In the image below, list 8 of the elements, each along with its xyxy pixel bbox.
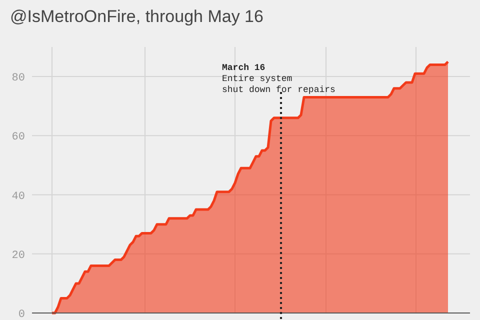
y-tick-label: 40 xyxy=(12,190,25,203)
annotation: Entire system shut down for repairs xyxy=(222,74,336,95)
annotation: March 16 xyxy=(222,63,266,73)
y-tick-label: 80 xyxy=(12,72,25,85)
y-tick-label: 60 xyxy=(12,132,25,144)
y-tick-label: 20 xyxy=(12,250,25,262)
y-tick-label: 0 xyxy=(18,309,25,320)
chart-title: @IsMetroOnFire, through May 16 xyxy=(10,7,264,26)
